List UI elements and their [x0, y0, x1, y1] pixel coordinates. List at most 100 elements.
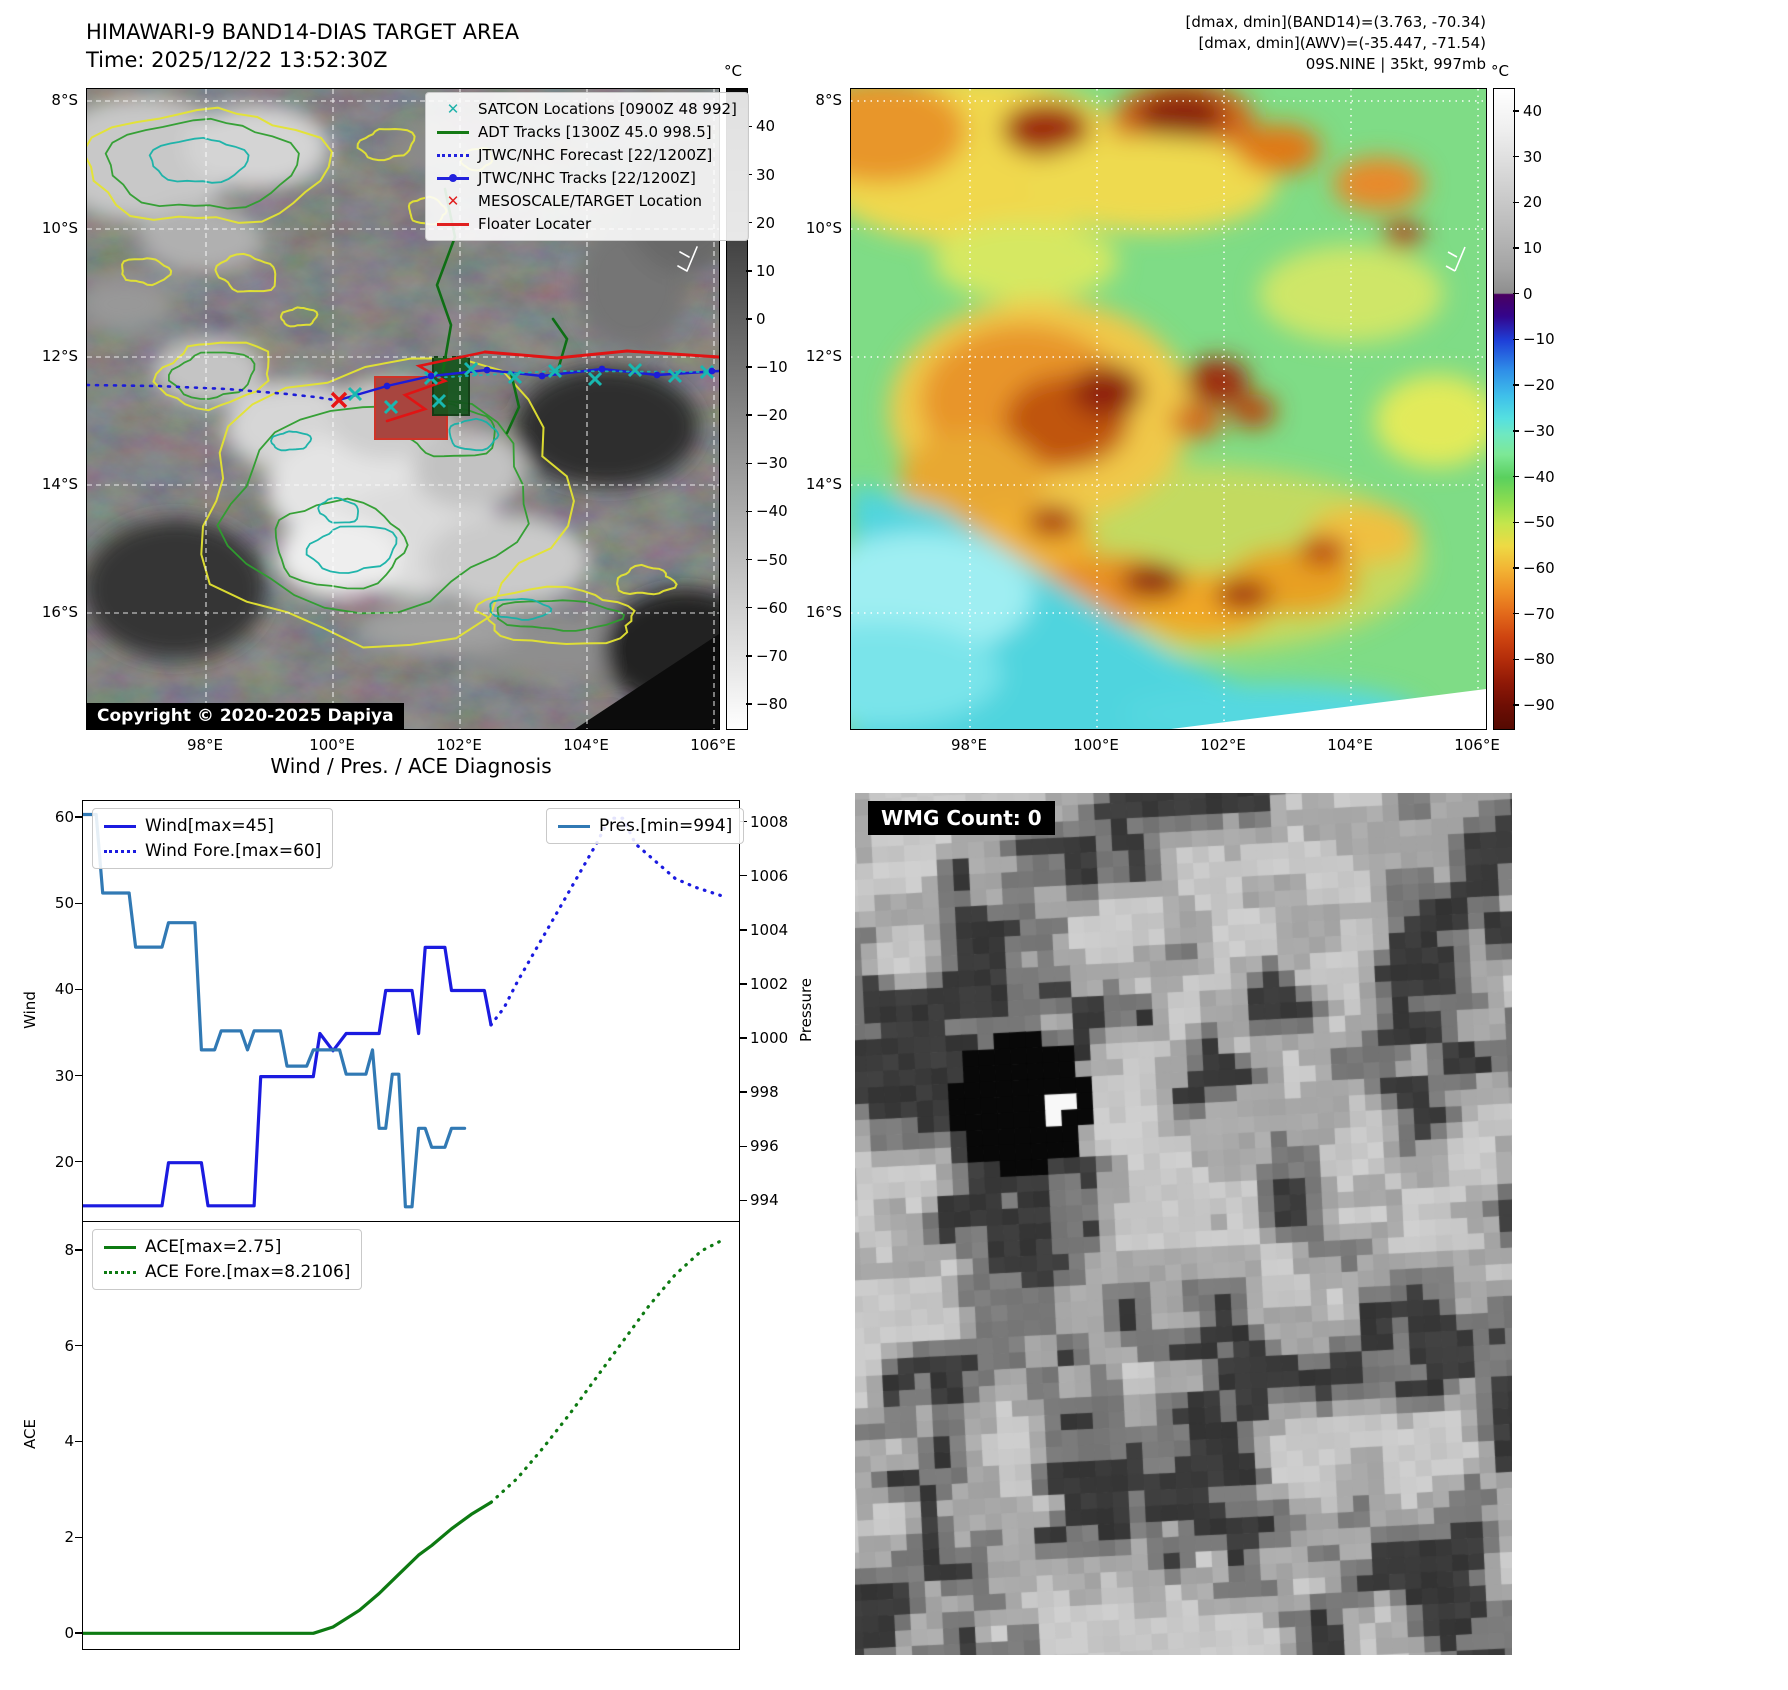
legend-label: Wind[max=45]	[145, 816, 274, 836]
wind-pressure-chart	[81, 800, 740, 1222]
wind-tick-label: 60	[54, 807, 74, 826]
legend-label: ACE Fore.[max=8.2106]	[145, 1262, 351, 1282]
colorbar-tick-label: 20	[756, 213, 776, 232]
pressure-tick-label: 994	[750, 1191, 779, 1210]
colorbar-tick-mark	[1513, 475, 1519, 478]
legend-item: ✕ SATCON Locations [0900Z 48 992]	[437, 100, 737, 118]
lat-tick-label: 14°S	[805, 475, 842, 493]
dmax-dmin-band14: [dmax, dmin](BAND14)=(3.763, -70.34)	[1185, 13, 1486, 31]
wind-tick-label: 40	[54, 980, 74, 999]
lon-tick-label: 100°E	[309, 736, 355, 754]
colorbar-tick-label: 20	[1523, 193, 1543, 212]
page-title: HIMAWARI-9 BAND14-DIAS TARGET AREA	[86, 20, 520, 44]
x-marker-icon	[463, 361, 479, 377]
pressure-tick-label: 1002	[750, 974, 789, 993]
colorbar-tick-mark	[746, 510, 752, 513]
colorbar-unit: °C	[724, 62, 742, 80]
colorbar-tick-label: 40	[756, 117, 776, 136]
colorbar-tick-label: −90	[1523, 695, 1555, 714]
colorbar-tick-mark	[1513, 110, 1519, 112]
legend-marker-dot	[449, 174, 457, 182]
colorbar-tick-label: −80	[1523, 650, 1555, 669]
map-legend: ✕ SATCON Locations [0900Z 48 992] ADT Trac…	[425, 92, 749, 241]
lon-tick-label: 102°E	[1200, 736, 1246, 754]
wmg-pixel-map	[855, 793, 1512, 1655]
wind-axis-label: Wind	[21, 991, 39, 1029]
floater-locater-line	[483, 349, 721, 360]
legend-label: MESOSCALE/TARGET Location	[478, 192, 703, 210]
colorbar-tick-mark	[1513, 338, 1519, 341]
colorbar-tick-label: −60	[756, 598, 788, 617]
cloud-blobs	[47, 97, 767, 709]
colorbar-tick-mark	[1513, 704, 1519, 706]
colorbar-tick-label: 10	[756, 261, 776, 280]
awv-cloud-blobs	[757, 74, 1499, 809]
legend-label: SATCON Locations [0900Z 48 992]	[478, 100, 737, 118]
adt-track	[551, 317, 569, 375]
lon-tick-label: 106°E	[1454, 736, 1500, 754]
legend-line-icon	[104, 1270, 136, 1274]
colorbar-tick-mark	[1513, 612, 1519, 615]
legend-label: JTWC/NHC Forecast [22/1200Z]	[478, 146, 713, 164]
colorbar-tick-label: 30	[1523, 147, 1543, 166]
track-point-icon	[427, 372, 435, 380]
colorbar-tick-mark	[1513, 521, 1519, 524]
colorbar-tick-mark	[746, 606, 752, 609]
legend-label: Floater Locater	[478, 215, 592, 233]
colorbar-tick-mark	[746, 462, 752, 465]
diagnosis-title: Wind / Pres. / ACE Diagnosis	[270, 754, 552, 778]
wind-pressure-plot	[81, 812, 723, 1209]
colorbar-tick-label: 10	[1523, 238, 1543, 257]
series-ACE Fore.[max=8.2106]	[489, 1239, 723, 1504]
tick-mark	[75, 1344, 82, 1347]
dmax-dmin-awv: [dmax, dmin](AWV)=(-35.447, -71.54)	[1198, 34, 1486, 52]
ace-tick-label: 8	[64, 1240, 74, 1259]
copyright-label: Copyright © 2020-2025 Dapiya	[87, 703, 404, 729]
legend-item: Wind[max=45]	[104, 816, 321, 836]
colorbar-tick-mark	[1513, 247, 1519, 249]
series-Wind Fore.[max=60]	[489, 816, 723, 1027]
band14-satellite-image	[47, 89, 767, 729]
x-marker-icon	[330, 391, 348, 409]
colorbar-tick-mark	[1513, 201, 1519, 204]
colorbar-tick-label: −50	[1523, 513, 1555, 532]
lon-tick-label: 98°E	[186, 736, 224, 754]
colorbar-tick-mark	[746, 318, 752, 320]
legend-item: Wind Fore.[max=60]	[104, 841, 321, 861]
adt-area-box	[432, 356, 470, 416]
floater-locater-line	[385, 350, 487, 423]
legend-item: ACE Fore.[max=8.2106]	[104, 1262, 350, 1282]
lon-tick-label: 102°E	[436, 736, 482, 754]
legend-label: ACE[max=2.75]	[145, 1237, 282, 1257]
tick-mark	[740, 1145, 747, 1147]
tick-mark	[740, 1037, 747, 1039]
x-marker-icon	[667, 368, 683, 384]
colorbar-tick-mark	[746, 703, 752, 705]
legend-line-icon	[104, 849, 136, 853]
tick-mark	[740, 874, 747, 877]
legend-label: Wind Fore.[max=60]	[145, 841, 322, 861]
colorbar-unit: °C	[1491, 62, 1509, 80]
tick-mark	[740, 929, 747, 931]
tick-mark	[75, 816, 82, 818]
x-marker-icon	[383, 399, 399, 415]
lon-tick-label: 98°E	[950, 736, 988, 754]
legend-line-icon	[104, 824, 136, 828]
colorbar-tick-label: −10	[756, 357, 788, 376]
tick-mark	[75, 1536, 82, 1539]
wmg-count-badge: WMG Count: 0	[868, 801, 1055, 835]
track-point-icon	[538, 372, 546, 380]
map-gridlines	[851, 89, 1486, 729]
colorbar-tick-mark	[1513, 384, 1519, 386]
band14-map-panel: Copyright © 2020-2025 Dapiya	[47, 88, 767, 730]
lat-tick-label: 10°S	[41, 219, 78, 237]
wind-barb-icon	[677, 246, 698, 272]
colorbar-tick-mark	[746, 221, 752, 224]
pressure-axis-label: Pressure	[797, 977, 815, 1043]
colorbar-tick-label: 30	[756, 165, 776, 184]
ace-legend: ACE[max=2.75] ACE Fore.[max=8.2106]	[92, 1229, 363, 1290]
tick-mark	[75, 1249, 82, 1251]
track-point-icon	[483, 366, 491, 374]
colorbar-tick-mark	[1513, 430, 1519, 432]
